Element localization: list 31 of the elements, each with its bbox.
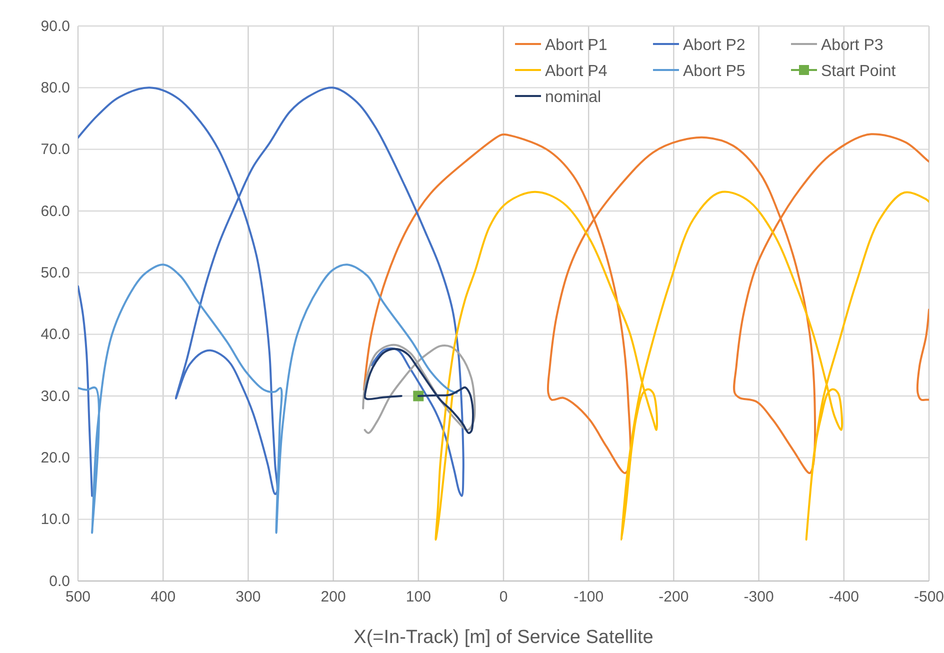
line-series [78,264,458,534]
x-tick-label: 500 [65,588,91,606]
legend-label: Abort P1 [545,37,608,54]
y-tick-label: 80.0 [40,79,70,96]
x-tick-label: 200 [320,588,346,606]
x-tick-label: -500 [914,588,944,606]
legend-label: Abort P3 [821,37,884,54]
line-series [434,190,929,541]
x-axis-title: X(=In-Track) [m] of Service Satellite [354,627,654,648]
legend-label: Abort P5 [683,63,746,80]
y-tick-label: 0.0 [49,572,70,590]
legend-label: Abort P2 [683,37,746,54]
x-tick-label: -300 [744,588,774,606]
y-tick-label: 90.0 [40,18,70,35]
y-tick-label: 20.0 [40,449,70,466]
y-tick-label: 10.0 [40,511,70,528]
x-tick-label: 300 [236,588,261,606]
x-tick-label: 100 [406,588,431,606]
y-tick-label: 50.0 [40,264,70,282]
x-tick-label: -200 [658,588,689,606]
y-tick-label: 60.0 [40,202,70,220]
legend-label: Abort P4 [545,63,608,80]
x-tick-label: -400 [828,588,859,606]
x-tick-label: 0 [499,588,508,606]
y-tick-label: 70.0 [40,141,70,158]
x-tick-label: 400 [150,588,176,606]
y-tick-label: 40.0 [40,326,70,344]
x-tick-label: -100 [574,588,604,606]
legend-label: nominal [545,89,602,106]
legend-label: Start Point [821,63,896,80]
y-tick-label: 30.0 [40,388,70,405]
